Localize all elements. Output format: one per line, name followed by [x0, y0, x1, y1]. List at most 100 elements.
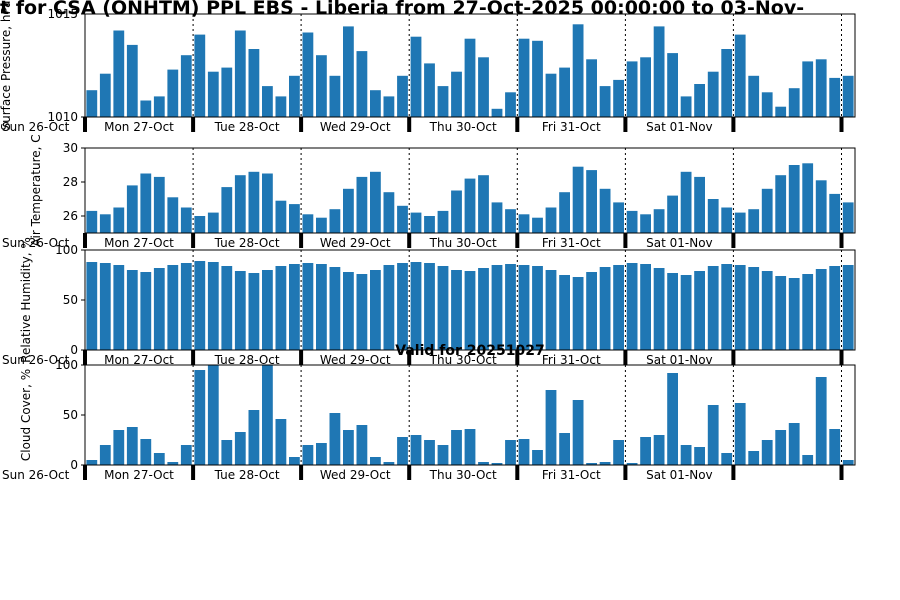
subplot-surface-pressure: 1010 1015 Surface Pressure, hPa Mon 27-Oct T…	[0, 0, 856, 134]
bar	[302, 445, 314, 465]
bar	[221, 266, 233, 350]
bar	[356, 176, 368, 233]
day-label: Mon 27-Oct	[104, 468, 174, 482]
y-tick-label: 30	[63, 141, 78, 155]
bar	[775, 276, 787, 350]
bar	[451, 71, 462, 117]
day-label: Mon 27-Oct	[104, 120, 174, 134]
bar	[356, 51, 368, 117]
valid-for-annotation: Valid for 20251027	[395, 343, 545, 359]
bar	[626, 61, 638, 117]
bar	[491, 108, 503, 117]
bar	[707, 405, 719, 465]
day-label: Tue 28-Oct	[214, 353, 280, 367]
day-tick-mark	[407, 233, 412, 248]
bar	[802, 455, 814, 465]
bar	[289, 75, 300, 117]
day-tick-mark	[299, 117, 304, 132]
bar	[234, 30, 246, 117]
bar	[815, 180, 827, 233]
day-tick-mark	[191, 233, 196, 248]
bar	[248, 171, 260, 233]
bar	[518, 439, 530, 465]
bar	[289, 457, 300, 465]
bar	[626, 263, 638, 350]
day-label: Tue 28-Oct	[214, 236, 280, 250]
bar	[86, 210, 98, 233]
bar	[302, 263, 314, 350]
bar	[532, 40, 543, 117]
bar	[370, 90, 381, 117]
bar	[491, 202, 503, 233]
bar	[802, 61, 814, 117]
bar	[545, 270, 557, 350]
origin-day-label: Sun 26-Oct	[2, 353, 70, 367]
bar	[667, 195, 678, 233]
bar	[424, 263, 435, 350]
bar	[748, 209, 760, 233]
x-axis-strip: Mon 27-Oct Tue 28-Oct Wed 29-Oct Thu 30-Oct…	[2, 117, 844, 134]
y-tick-label: 1015	[47, 7, 78, 21]
bar	[113, 265, 125, 350]
bar	[626, 210, 638, 233]
bar	[370, 270, 381, 350]
bar	[316, 443, 327, 465]
bar	[410, 435, 422, 465]
bar	[113, 207, 125, 233]
bar	[599, 188, 611, 233]
bar	[707, 199, 719, 233]
bar	[788, 165, 800, 233]
bar	[248, 273, 260, 350]
bar	[734, 403, 746, 465]
bar	[491, 463, 503, 465]
bar	[721, 264, 733, 350]
bar	[126, 44, 138, 117]
bar	[289, 204, 300, 233]
bar	[343, 430, 354, 465]
day-label: Thu 30-Oct	[429, 236, 497, 250]
bar	[559, 433, 570, 465]
bar	[167, 265, 179, 350]
bar	[153, 268, 165, 350]
bar	[248, 410, 260, 465]
bar	[613, 440, 624, 465]
bar	[748, 451, 760, 465]
day-label: Sat 01-Nov	[646, 236, 713, 250]
bar	[302, 32, 314, 117]
bar	[680, 96, 692, 117]
bar	[234, 175, 246, 233]
y-tick-label: 100	[55, 358, 78, 372]
bar	[640, 437, 651, 465]
bar	[532, 450, 543, 465]
bar	[410, 36, 422, 118]
bar	[518, 265, 530, 350]
bar	[180, 263, 192, 350]
y-axis-label: Air Temperature, C	[29, 134, 43, 246]
bar	[505, 209, 516, 233]
bar	[613, 202, 624, 233]
day-label: Tue 28-Oct	[214, 468, 280, 482]
plot-border	[84, 147, 856, 234]
day-tick-mark	[299, 233, 304, 248]
bar	[86, 262, 98, 350]
bar	[207, 71, 219, 117]
y-tick-label: 1010	[47, 110, 78, 124]
bar	[329, 413, 341, 465]
bar	[829, 193, 841, 233]
day-tick-mark	[83, 465, 87, 480]
bar	[667, 373, 678, 465]
y-axis-label: Cloud Cover, %	[19, 369, 33, 461]
bar	[829, 266, 841, 350]
bar	[694, 271, 705, 350]
bar	[532, 266, 543, 350]
day-tick-mark	[191, 117, 196, 132]
bars-group	[86, 261, 854, 350]
bar	[343, 188, 354, 233]
day-tick-mark	[839, 117, 844, 132]
day-tick-mark	[191, 350, 196, 365]
bar	[680, 275, 692, 350]
bar	[586, 170, 597, 233]
day-tick-mark	[731, 350, 736, 365]
bar	[532, 217, 543, 233]
bar	[680, 445, 692, 465]
